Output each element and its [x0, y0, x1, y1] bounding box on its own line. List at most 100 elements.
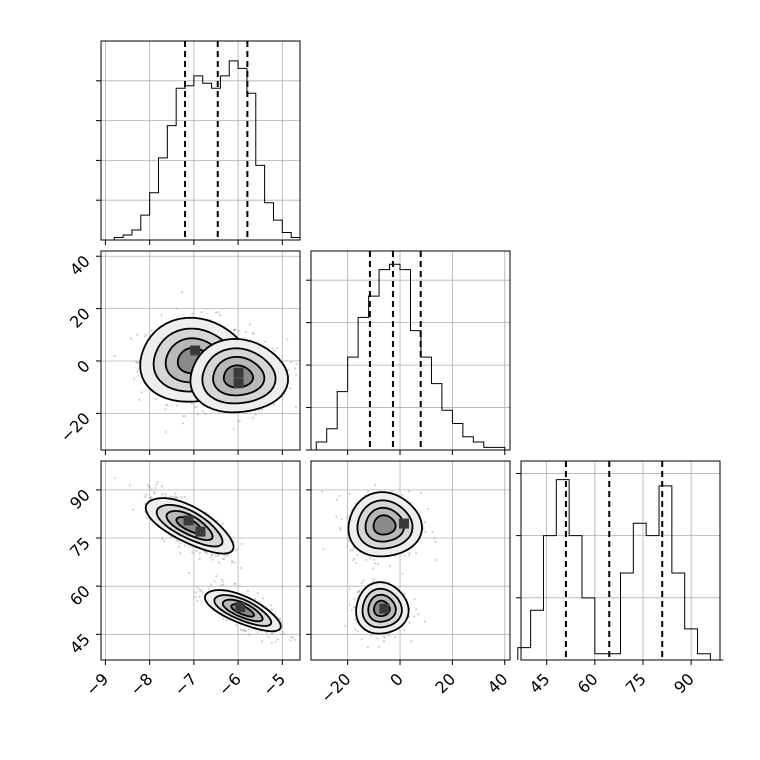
scatter-point: [233, 329, 236, 332]
scatter-point: [261, 408, 264, 411]
scatter-point: [403, 629, 406, 632]
scatter-point: [153, 490, 156, 493]
scatter-point: [201, 410, 205, 413]
scatter-point: [413, 598, 416, 601]
scatter-point: [226, 554, 229, 557]
scatter-point: [183, 544, 186, 547]
density-peak: [379, 603, 390, 614]
scatter-point: [366, 646, 369, 649]
scatter-point: [201, 591, 204, 594]
contour-line: [203, 589, 282, 633]
tick-label: 20: [66, 304, 94, 332]
scatter-point: [231, 560, 234, 563]
scatter-point: [295, 373, 298, 376]
scatter-point: [175, 538, 178, 542]
scatter-point: [148, 485, 151, 488]
scatter-point: [340, 517, 343, 521]
scatter-point: [378, 645, 381, 648]
panel-hist-p2: [305, 250, 511, 455]
scatter-point: [338, 526, 342, 530]
scatter-point: [348, 587, 351, 590]
scatter-point: [293, 367, 297, 370]
contour-line: [364, 506, 405, 543]
scatter-point: [415, 551, 418, 554]
scatter-point: [191, 551, 194, 554]
scatter-point: [352, 559, 355, 562]
tick-label: −5: [259, 669, 289, 699]
scatter-point: [129, 337, 133, 340]
scatter-point: [113, 354, 116, 358]
tick-label: −9: [82, 669, 112, 699]
panel-scatter-p2-p3: [306, 460, 511, 665]
scatter-point: [274, 613, 277, 616]
scatter-point: [360, 638, 363, 641]
scatter-point: [148, 486, 151, 489]
scatter-point: [231, 561, 234, 564]
scatter-point: [222, 580, 225, 583]
scatter-point: [149, 496, 152, 499]
scatter-point: [270, 604, 273, 607]
scatter-point: [426, 507, 430, 510]
scatter-point: [404, 554, 407, 557]
scatter-point: [198, 552, 201, 555]
scatter-point: [113, 477, 116, 480]
scatter-point: [146, 483, 149, 486]
density-peak: [190, 345, 201, 356]
scatter-point: [177, 545, 181, 548]
scatter-point: [145, 516, 148, 519]
scatter-point: [244, 629, 248, 632]
scatter-point: [346, 515, 349, 518]
scatter-point: [382, 640, 385, 643]
scatter-point: [240, 542, 243, 546]
scatter-point: [163, 539, 166, 543]
scatter-point: [353, 598, 356, 601]
tick-label: 45: [66, 630, 94, 658]
scatter-point: [286, 338, 289, 341]
scatter-point: [176, 540, 179, 543]
scatter-point: [243, 630, 246, 633]
scatter-point: [403, 592, 406, 596]
scatter-point: [191, 312, 194, 315]
scatter-point: [241, 629, 244, 632]
scatter-point: [289, 639, 292, 642]
scatter-point: [232, 328, 235, 331]
scatter-point: [289, 361, 293, 364]
scatter-point: [248, 633, 251, 636]
scatter-point: [257, 409, 261, 412]
tick-label: 60: [66, 582, 94, 610]
scatter-point: [372, 578, 375, 581]
scatter-point: [370, 635, 373, 638]
scatter-point: [388, 565, 391, 568]
scatter-point: [160, 314, 163, 317]
scatter-point: [199, 590, 202, 593]
scatter-point: [195, 549, 198, 553]
scatter-point: [161, 537, 164, 540]
scatter-point: [155, 483, 158, 486]
scatter-point: [138, 398, 141, 401]
scatter-point: [210, 583, 213, 586]
histogram-bars: [105, 60, 301, 241]
scatter-point: [179, 552, 182, 555]
scatter-point: [267, 635, 270, 639]
scatter-point: [346, 545, 349, 548]
scatter-point: [170, 535, 173, 538]
scatter-point: [149, 496, 152, 499]
scatter-point: [153, 492, 156, 495]
scatter-point: [423, 520, 427, 524]
scatter-point: [275, 347, 279, 350]
scatter-point: [371, 580, 374, 583]
tick-label: 40: [66, 252, 94, 280]
scatter-point: [401, 493, 404, 497]
scatter-point: [248, 323, 251, 326]
scatter-point: [128, 483, 131, 486]
panel-frame: [520, 460, 721, 661]
scatter-point: [143, 335, 146, 338]
scatter-point: [407, 490, 410, 493]
scatter-point: [290, 636, 293, 639]
scatter-point: [144, 333, 148, 336]
scatter-point: [215, 575, 218, 578]
histogram-bars: [305, 263, 506, 451]
panel-frame: [100, 460, 301, 661]
scatter-point: [204, 550, 207, 554]
scatter-point: [169, 495, 172, 498]
